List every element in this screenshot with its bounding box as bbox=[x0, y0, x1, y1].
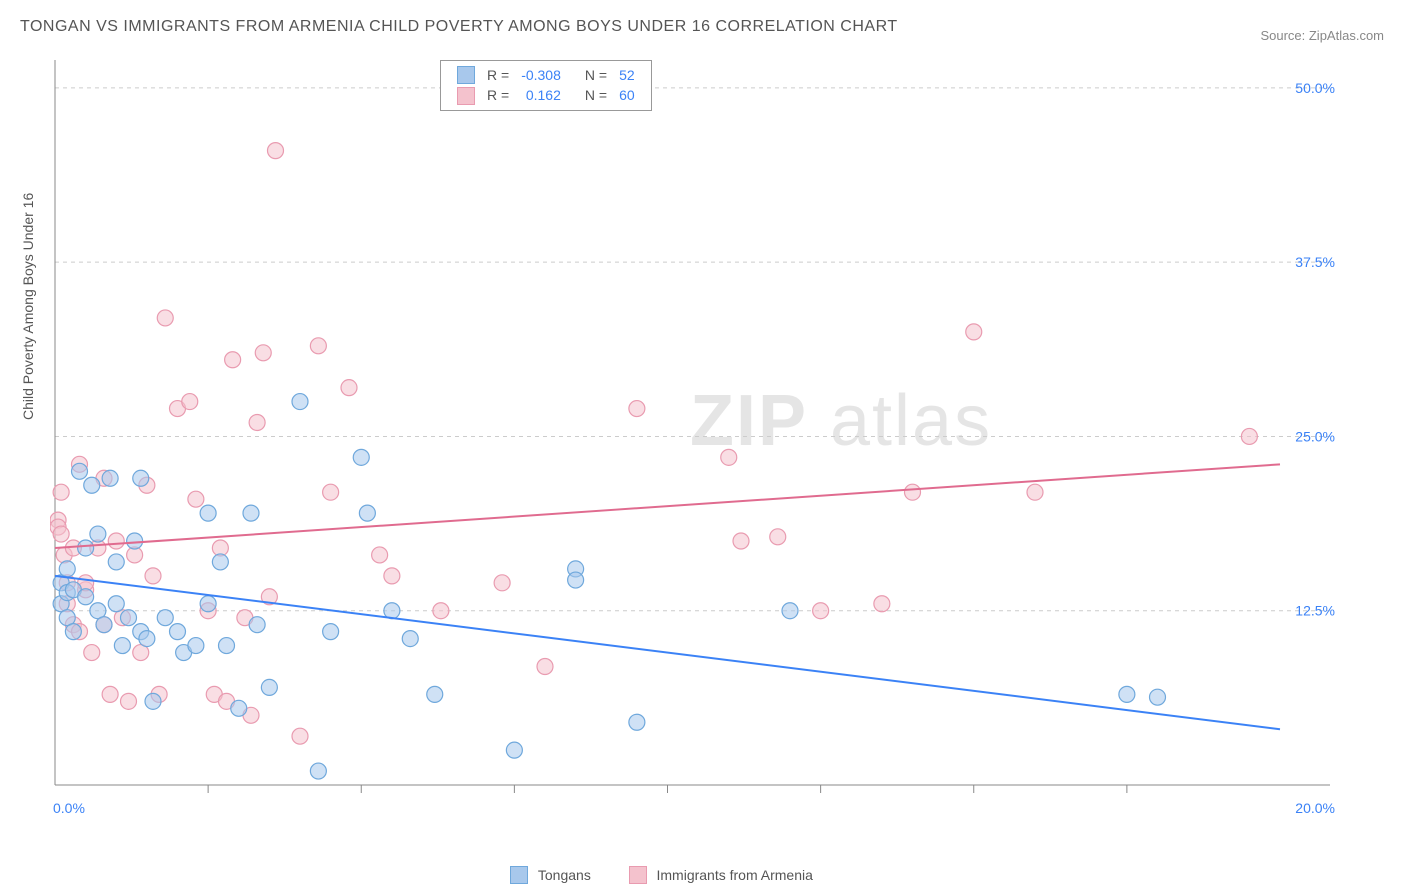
legend-label-2: Immigrants from Armenia bbox=[657, 867, 813, 883]
svg-text:ZIP: ZIP bbox=[690, 381, 808, 461]
svg-text:atlas: atlas bbox=[830, 381, 992, 461]
n-value-1: 52 bbox=[613, 65, 641, 85]
legend-row-series-1: R = -0.308 N = 52 bbox=[451, 65, 641, 85]
legend-swatch-2 bbox=[457, 87, 475, 105]
svg-text:0.0%: 0.0% bbox=[53, 800, 85, 815]
chart-title: TONGAN VS IMMIGRANTS FROM ARMENIA CHILD … bbox=[20, 18, 898, 36]
svg-text:50.0%: 50.0% bbox=[1295, 80, 1335, 96]
r-value-1: -0.308 bbox=[515, 65, 567, 85]
svg-text:37.5%: 37.5% bbox=[1295, 254, 1335, 270]
svg-text:12.5%: 12.5% bbox=[1295, 603, 1335, 619]
legend-swatch-bottom-1 bbox=[510, 866, 528, 884]
chart-svg: 12.5% 25.0% 37.5% 50.0% 0.0% 20.0% ZIP atlas bbox=[50, 55, 1340, 815]
legend-label-1: Tongans bbox=[538, 867, 591, 883]
r-label-1: R = bbox=[481, 65, 515, 85]
legend-swatch-1 bbox=[457, 66, 475, 84]
n-label-1: N = bbox=[579, 65, 613, 85]
n-label-2: N = bbox=[579, 85, 613, 105]
correlation-legend: R = -0.308 N = 52 R = 0.162 N = 60 bbox=[440, 60, 652, 111]
svg-text:20.0%: 20.0% bbox=[1295, 800, 1335, 815]
r-value-2: 0.162 bbox=[515, 85, 567, 105]
n-value-2: 60 bbox=[613, 85, 641, 105]
r-label-2: R = bbox=[481, 85, 515, 105]
legend-row-series-2: R = 0.162 N = 60 bbox=[451, 85, 641, 105]
svg-text:25.0%: 25.0% bbox=[1295, 428, 1335, 444]
series-legend: Tongans Immigrants from Armenia bbox=[510, 866, 821, 884]
legend-swatch-bottom-2 bbox=[629, 866, 647, 884]
source-label: Source: ZipAtlas.com bbox=[1260, 28, 1384, 43]
chart-plot-area: 12.5% 25.0% 37.5% 50.0% 0.0% 20.0% ZIP atlas bbox=[50, 55, 1340, 815]
y-axis-label: Child Poverty Among Boys Under 16 bbox=[20, 193, 36, 420]
